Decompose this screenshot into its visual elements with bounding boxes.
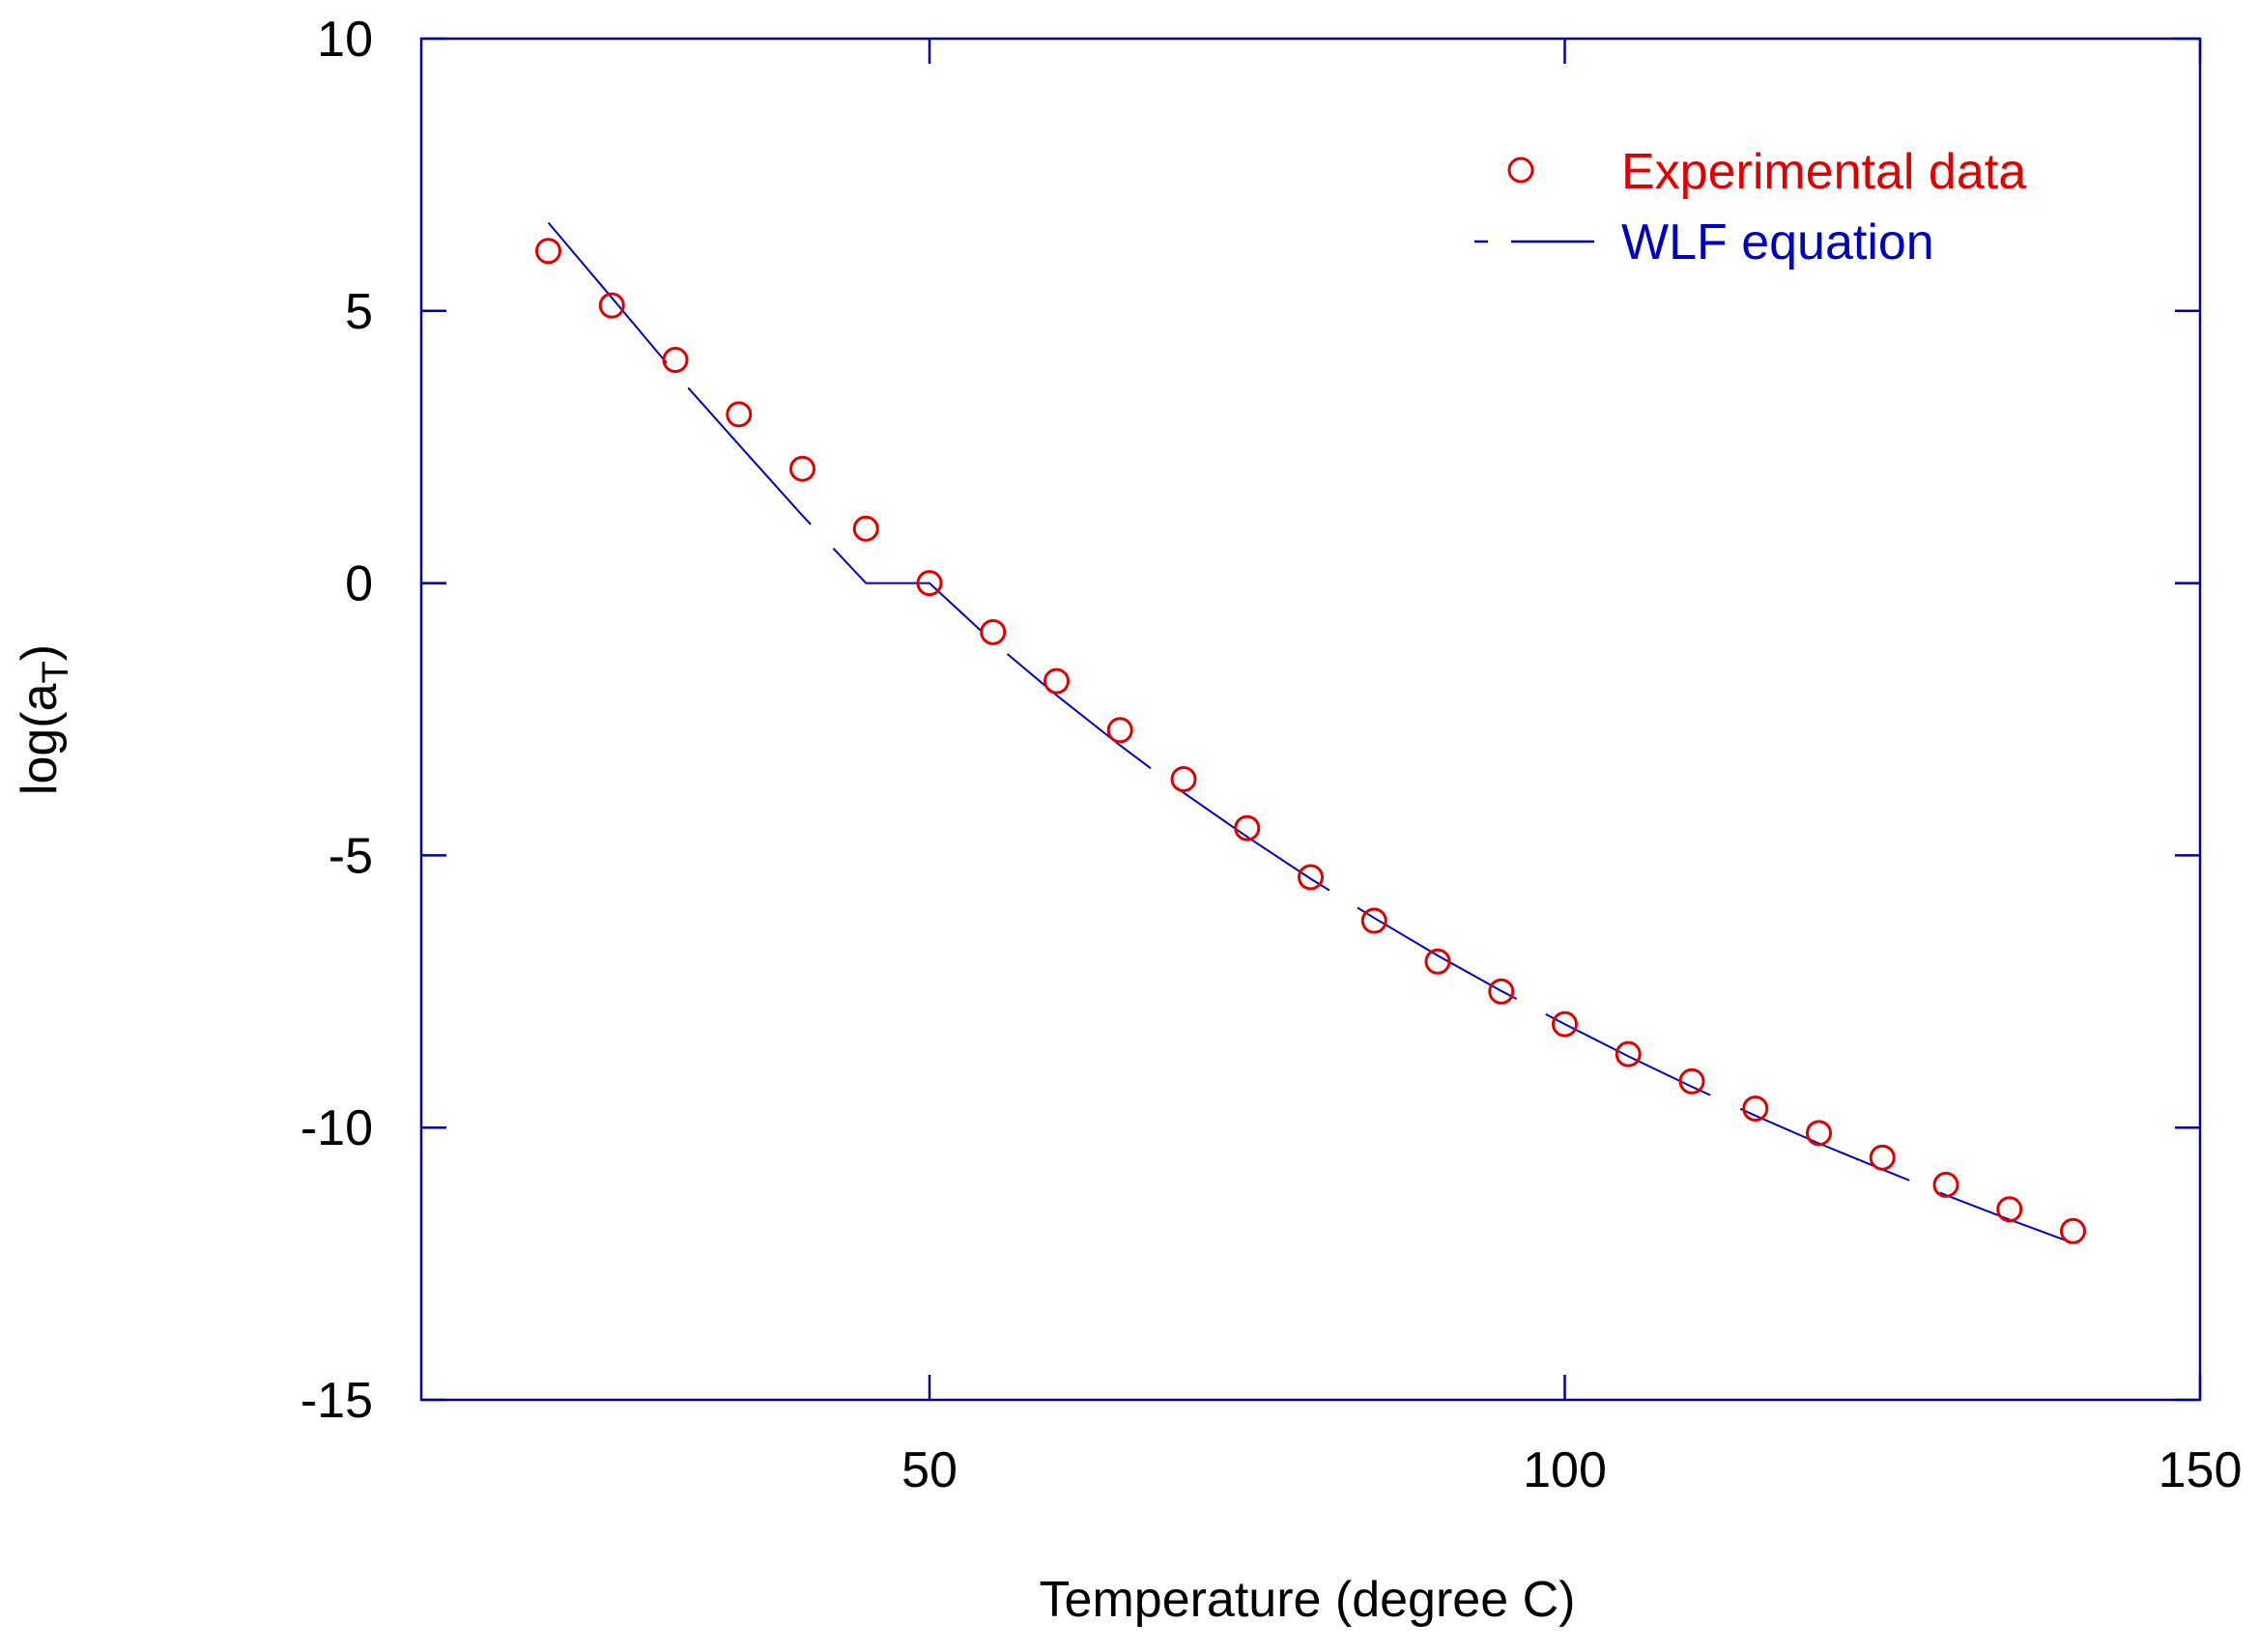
wlf-curve-layer [547,221,2073,1244]
y-tick-label: -10 [300,1100,373,1156]
legend: Experimental data WLF equation [1474,144,2026,271]
x-tick-label: 50 [901,1442,958,1498]
y-axis-label-close: ) [12,644,68,661]
legend-label-wlf: WLF equation [1621,214,1934,271]
experimental-point [1044,668,1070,695]
experimental-point [726,401,753,428]
experimental-point [1552,1011,1578,1038]
experimental-point [1932,1171,1959,1198]
experimental-point [1106,717,1133,744]
ticks-layer: 50 100 150 -15 -10 -5 0 5 10 [300,12,2243,1498]
experimental-point [1298,864,1324,891]
experimental-point [1742,1095,1769,1122]
experimental-point [1869,1144,1896,1171]
y-tick-label: 5 [345,284,373,340]
experimental-points-layer [535,238,2086,1244]
experimental-point [1678,1068,1705,1095]
experimental-point [2060,1217,2086,1244]
legend-label-experimental: Experimental data [1621,144,2026,200]
plot-frame-layer [419,37,2202,1402]
experimental-point [1360,907,1387,934]
y-tick-label: -15 [300,1373,373,1429]
y-axis-label-subscript: T [36,661,76,683]
experimental-point [1170,765,1197,792]
x-axis-label: Temperature (degree C) [1040,1572,1576,1628]
experimental-point [789,455,815,482]
legend-marker-experimental [1507,157,1534,184]
x-tick-label: 100 [1523,1442,1607,1498]
experimental-point [535,238,561,265]
y-axis-label-main: log(a [12,683,68,795]
x-tick-label: 150 [2159,1442,2243,1498]
experimental-point [1806,1120,1832,1147]
experimental-point [598,292,625,319]
experimental-point [1424,948,1451,975]
y-tick-label: 10 [317,12,373,68]
experimental-point [916,570,943,597]
experimental-point [1996,1196,2023,1223]
experimental-point [662,347,689,374]
wlf-curve [547,221,2073,1244]
y-tick-label: 0 [345,556,373,612]
experimental-point [1488,978,1515,1005]
experimental-point [980,618,1007,645]
experimental-point [852,515,879,542]
axis-labels-layer: Temperature (degree C) log(aT) [12,644,1575,1628]
experimental-point [1615,1040,1642,1068]
y-tick-label: -5 [329,828,373,884]
plot-frame [419,37,2202,1402]
experimental-point [1234,814,1261,841]
y-axis-label: log(aT) [12,644,76,795]
